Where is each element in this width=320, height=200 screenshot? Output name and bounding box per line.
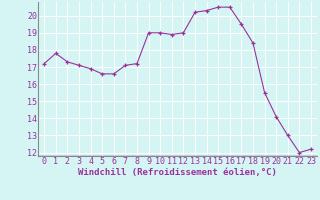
X-axis label: Windchill (Refroidissement éolien,°C): Windchill (Refroidissement éolien,°C) [78,168,277,177]
